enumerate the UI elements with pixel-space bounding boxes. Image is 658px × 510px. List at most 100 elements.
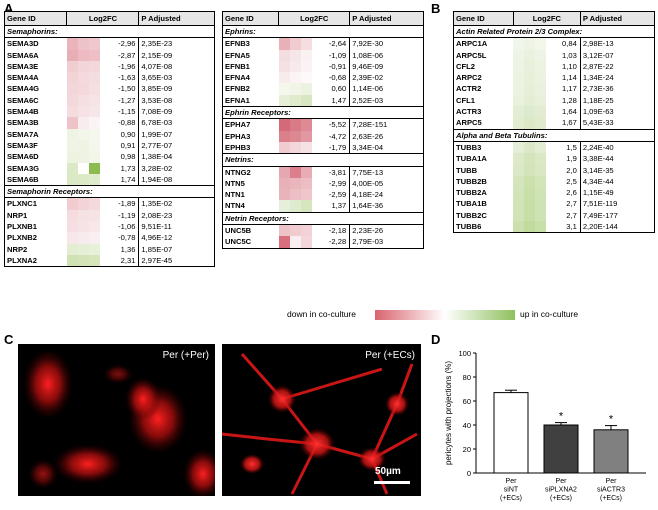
table-row: PLXNA2 2,31 2,97E-45 [5,254,215,267]
log2fc-value: -1,09 [328,50,347,60]
header-log2fc: Log2FC [512,11,581,26]
heatmap-cell [535,198,547,210]
heatmap-cell [77,151,89,163]
p-adjusted-value: 1,15E-49 [579,187,655,199]
table-row: TUBA1B 2,7 7,51E-119 [454,198,655,210]
gene-id: SEMA3B [7,118,39,128]
p-adjusted-value: 3,14E-35 [579,164,655,176]
p-adjusted-value: 2,15E-09 [138,49,215,61]
table-row: ARPC5L 1,03 3,12E-07 [454,49,655,61]
heatmap-cell [77,221,89,233]
log2fc-value: -1,79 [328,142,347,152]
table-row: NRP1 -1,19 2,08E-23 [5,209,215,222]
section-title: Netrins: [222,153,424,167]
heatmap-cell [77,173,89,186]
log2fc-value: 3,1 [566,222,577,232]
heatmap-cell [513,153,525,165]
table-row: UNC5B -2,18 2,23E-26 [223,224,424,237]
table-row: SEMA7A 0,90 1,99E-07 [5,128,215,140]
p-adjusted-value: 7,08E-09 [138,106,215,118]
gene-id: EFNB1 [225,61,250,71]
cell-image-right [222,353,418,495]
table-header: Gene ID Log2FC P Adjusted [221,11,424,26]
section-header: Actin Related Protein 2/3 Complex: [453,24,655,39]
heatmap-cell [66,173,78,186]
table-row: TUBB2A 2,6 1,15E-49 [454,187,655,199]
table-row: EFNB2 0,60 1,14E-06 [223,83,424,95]
y-tick-label: 20 [463,445,471,454]
micrograph-per-per: Per (+Per) [18,344,215,496]
heatmap-cell [289,177,301,190]
table-row: SEMA3D -2,96 2,35E-23 [5,37,215,50]
heatmap-cell [66,139,78,152]
log2fc-value: 0,98 [120,152,136,162]
heatmap-cell [524,153,536,165]
log2fc-value: 1,37 [331,201,347,211]
heatmap-cell [300,118,312,131]
heatmap-cell [66,232,78,244]
table-row: EFNA1 1,47 2,52E-03 [223,94,424,107]
p-adjusted-value: 9,51E-11 [138,221,215,233]
table-row: NTN4 1,37 1,64E-36 [223,200,424,213]
heatmap-cell [77,106,89,118]
heatmap-cell [77,128,89,140]
p-adjusted-value: 5,43E-33 [579,117,655,130]
table-row: SEMA6A -2,87 2,15E-09 [5,49,215,61]
heatmap-cell [77,243,89,255]
log2fc-value: 1,64 [562,107,577,117]
p-adjusted-value: 7,75E-13 [349,166,424,178]
gene-id: PLXNA2 [7,255,37,265]
table-row: PLXNC1 -1,89 1,35E-02 [5,197,215,210]
log2fc-value: 1,47 [331,95,347,105]
heatmap-cell [278,60,290,73]
p-adjusted-value: 3,85E-09 [138,83,215,95]
gene-id: PLXNB2 [7,233,37,243]
heatmap-cell [300,49,312,61]
heatmap-cell [66,72,78,84]
heatmap-cell [524,94,536,107]
p-adjusted-value: 4,34E-44 [579,175,655,188]
log2fc-value: 2,7 [566,199,577,209]
log2fc-value: -2,28 [328,237,347,247]
log2fc-value: -2,18 [328,226,347,236]
log2fc-value: 1,17 [562,84,577,94]
heatmap-cell [66,197,78,210]
p-adjusted-value: 1,08E-06 [349,49,424,61]
gene-id: SEMA3E [7,61,39,71]
table-row: EFNA5 -1,09 1,08E-06 [223,49,424,61]
table-row: SEMA6D 0,98 1,38E-04 [5,151,215,163]
heatmap-cell [88,151,100,163]
log2fc-value: 2,31 [120,255,136,265]
significance-marker: * [559,411,564,423]
heatmap-cell [289,236,301,249]
y-tick-label: 80 [463,373,471,382]
p-adjusted-value: 3,28E-02 [138,162,215,174]
heatmap-cell [88,173,100,186]
heatmap-cell [77,83,89,95]
heatmap-cell [289,189,301,201]
heatmap-cell [524,221,536,233]
heatmap-cell [88,221,100,233]
gene-id: EFNA5 [225,50,250,60]
section-title: Ephrins: [222,24,424,39]
heatmap-cell [513,60,525,73]
heatmap-cell [289,200,301,213]
log2fc-value: -4,72 [328,131,347,141]
heatmap-cell [88,162,100,174]
heatmap-cell [300,130,312,142]
p-adjusted-value: 1,09E-63 [579,106,655,118]
gene-id: NTN1 [225,190,245,200]
header-log2fc: Log2FC [278,11,351,26]
table-row: EFNA4 -0,68 2,39E-02 [223,72,424,84]
heatmap-cell [535,94,547,107]
heatmap-cell [278,130,290,142]
heatmap-cell [278,94,290,107]
heatmap-cell [88,37,100,50]
gene-table-a-left: Gene ID Log2FC P Adjusted Semaphorins: SEMA3… [3,11,215,268]
table-row: TUBB 2,0 3,14E-35 [454,164,655,176]
cell-image-left [23,349,215,496]
micrograph-per-ecs: Per (+ECs) 50µm [222,344,421,496]
heatmap-cell [278,83,290,95]
table-row: EFNB1 -0,91 9,46E-09 [223,60,424,73]
gene-id: TUBB2B [456,176,487,186]
